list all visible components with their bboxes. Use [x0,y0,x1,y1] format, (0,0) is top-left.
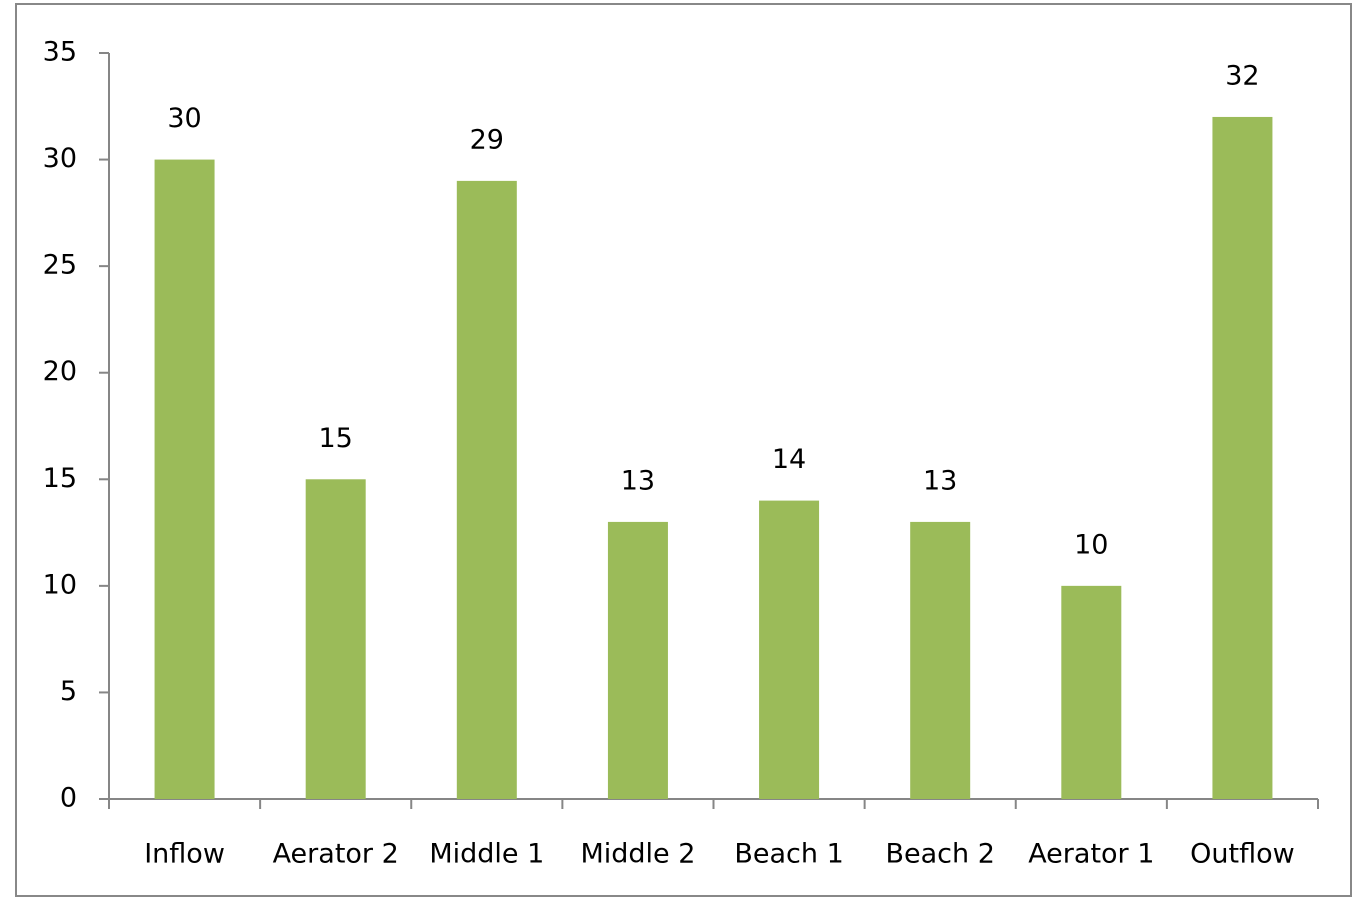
data-label: 15 [319,423,353,454]
y-tick-label: 20 [43,356,77,387]
bar [456,180,517,799]
bar [154,159,215,800]
bar [910,521,971,799]
bar [759,500,820,799]
x-tick-label: Beach 2 [885,839,994,870]
x-tick-label: Outflow [1190,839,1295,870]
x-tick-label: Middle 1 [429,839,544,870]
x-tick-label: Aerator 1 [1028,839,1154,870]
y-tick-label: 10 [43,569,77,600]
y-tick-label: 30 [43,143,77,174]
y-tick-label: 25 [43,250,77,281]
data-label: 30 [167,103,201,134]
data-label: 10 [1074,529,1108,560]
y-tick-label: 15 [43,463,77,494]
y-tick-label: 35 [43,37,77,68]
data-label: 14 [772,444,806,475]
x-tick-label: Aerator 2 [273,839,399,870]
chart-border [15,3,1352,897]
x-tick-label: Beach 1 [734,839,843,870]
x-tick-label: Inflow [144,839,225,870]
y-tick-label: 0 [60,783,77,814]
y-tick-label: 5 [60,676,77,707]
x-tick-label: Middle 2 [580,839,695,870]
bar [1061,585,1122,799]
data-label: 13 [923,465,957,496]
data-label: 32 [1225,60,1259,91]
bar [305,479,366,799]
data-label: 29 [470,124,504,155]
data-label: 13 [621,465,655,496]
bar [1212,116,1273,799]
bar [607,521,668,799]
